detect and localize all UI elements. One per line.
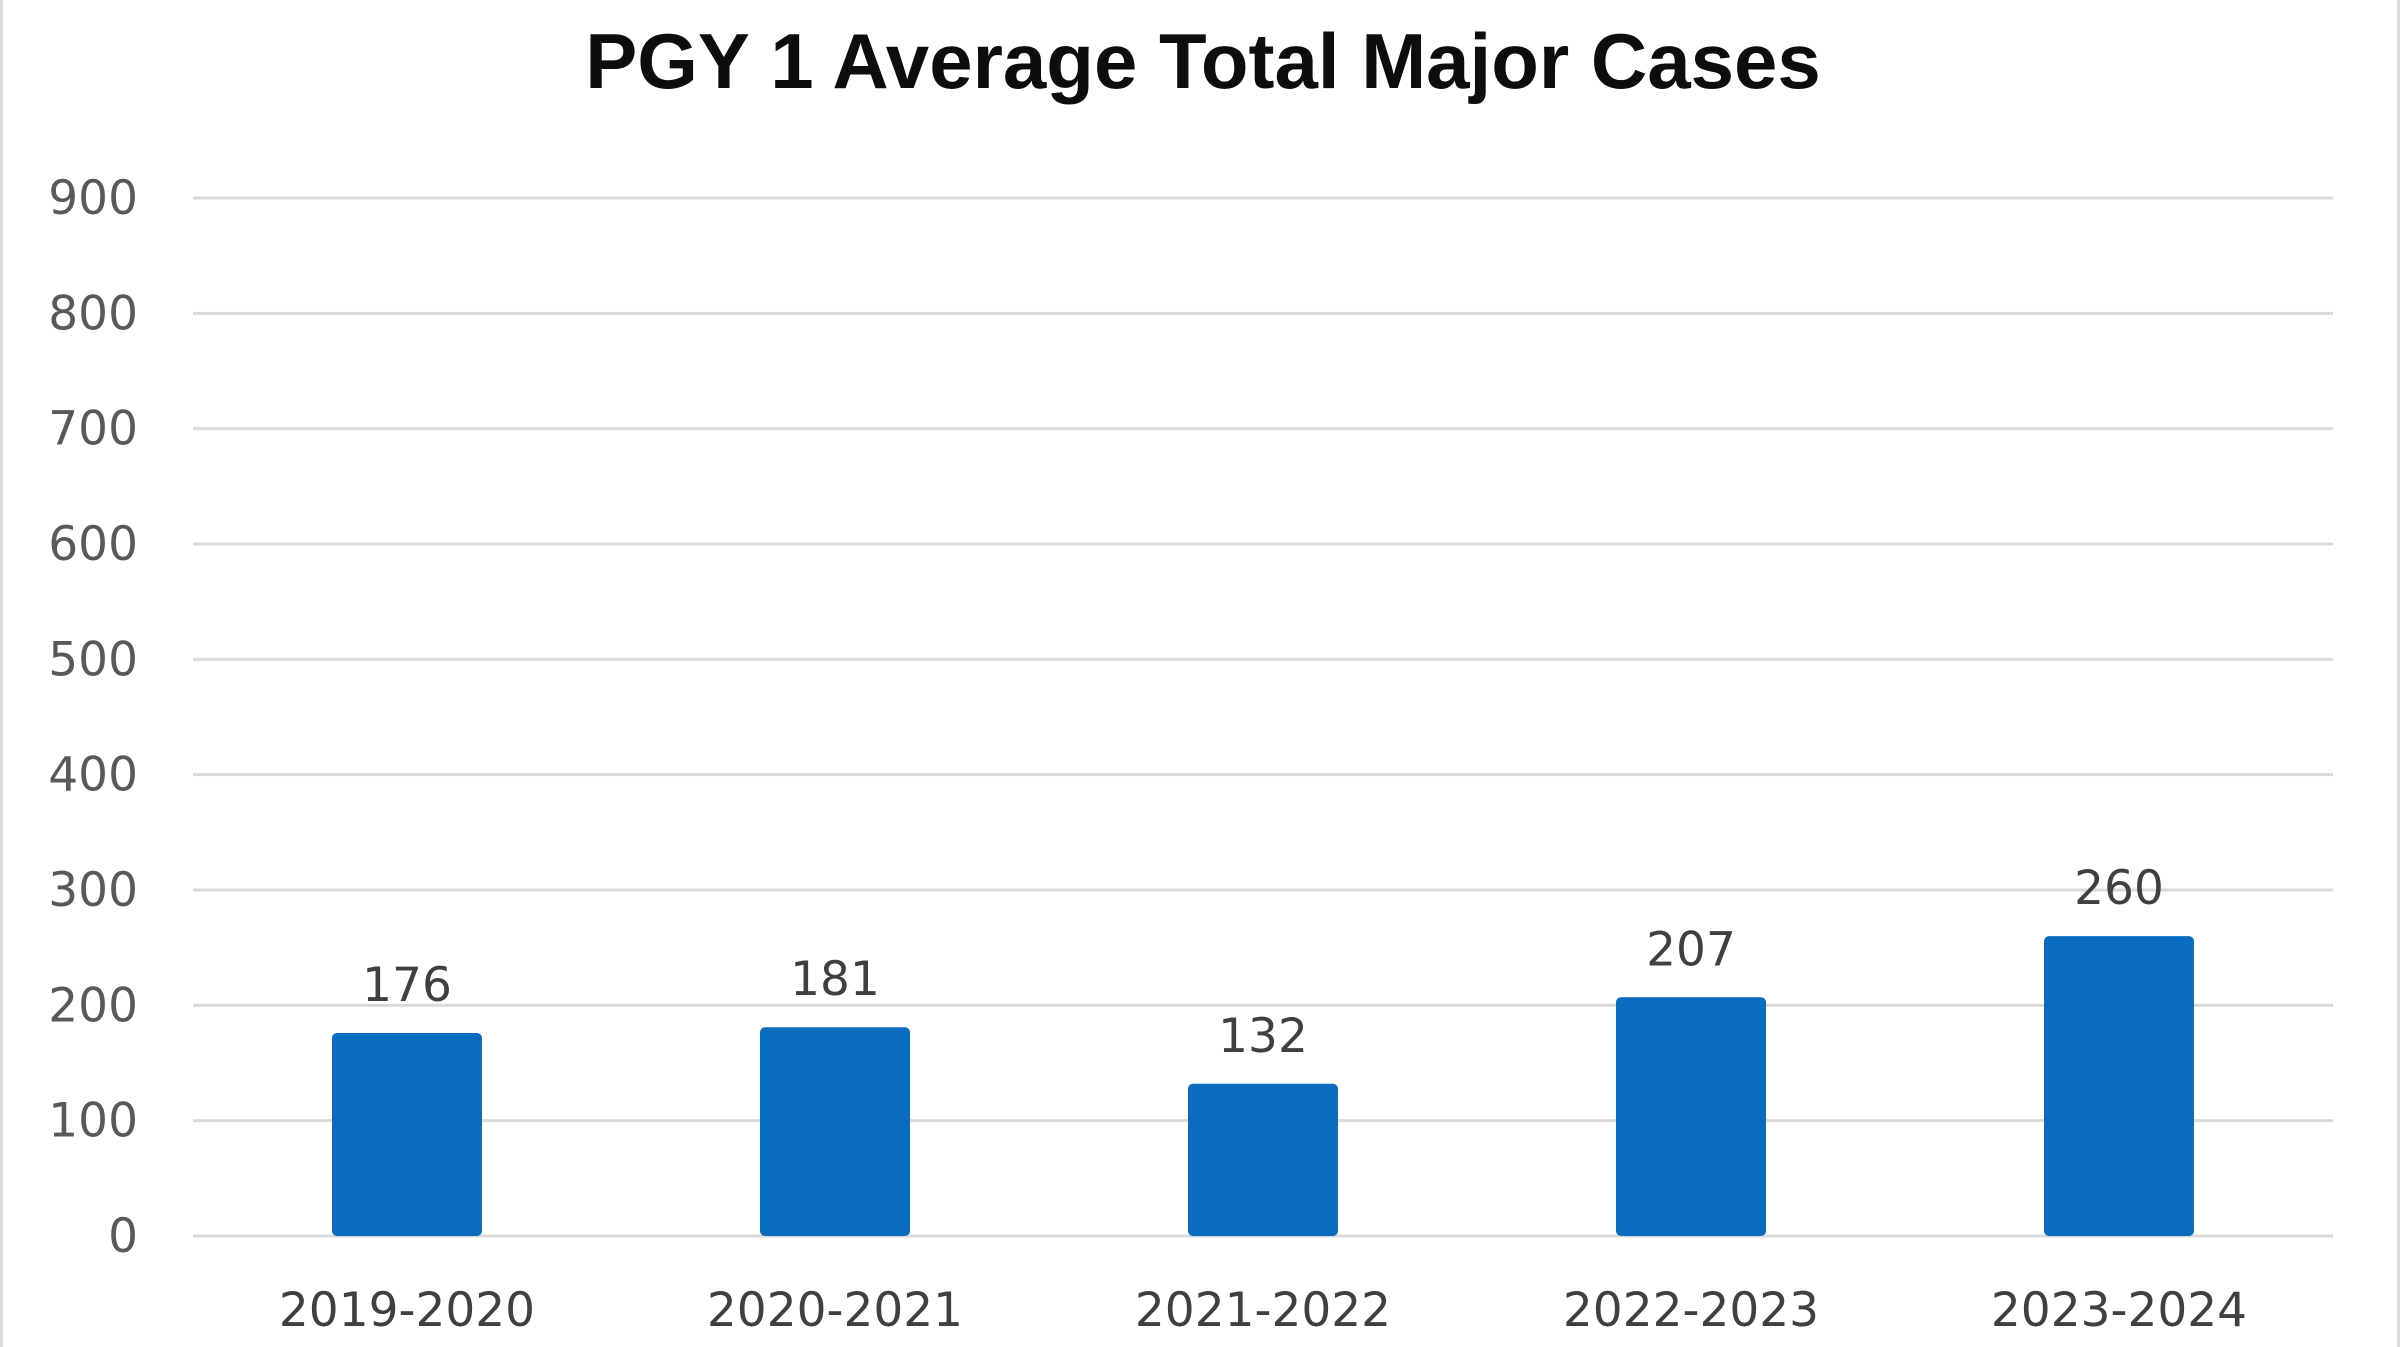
bar	[2044, 936, 2194, 1236]
y-tick-label: 100	[48, 1094, 138, 1149]
data-label: 260	[2074, 861, 2164, 916]
y-tick-label: 300	[48, 863, 138, 918]
y-tick-label: 700	[48, 402, 138, 457]
data-label: 207	[1646, 922, 1736, 977]
y-tick-label: 400	[48, 748, 138, 803]
y-tick-label: 900	[48, 171, 138, 226]
x-axis-ticks: 2019-2020 2020-2021 2021-2022 2022-2023 2023…	[279, 1283, 2247, 1338]
bar-chart: PGY 1 Average Total Major Cases 0 100 200 3…	[48, 17, 2333, 1338]
gridlines	[193, 196, 2333, 1238]
data-label: 132	[1218, 1009, 1308, 1064]
data-label: 181	[790, 952, 880, 1007]
y-tick-label: 0	[108, 1209, 138, 1264]
y-tick-label: 600	[48, 517, 138, 572]
chart-title: PGY 1 Average Total Major Cases	[585, 17, 1821, 105]
data-label: 176	[362, 958, 452, 1013]
x-tick-label: 2023-2024	[1991, 1283, 2247, 1338]
bars	[332, 936, 2194, 1236]
x-tick-label: 2021-2022	[1135, 1283, 1391, 1338]
y-tick-label: 800	[48, 286, 138, 341]
y-tick-label: 500	[48, 632, 138, 687]
x-tick-label: 2020-2021	[707, 1283, 963, 1338]
bar	[1188, 1083, 1338, 1236]
data-labels: 176 181 132 207 260	[362, 861, 2164, 1064]
x-tick-label: 2019-2020	[279, 1283, 535, 1338]
bar	[332, 1033, 482, 1236]
y-axis-ticks: 0 100 200 300 400 500 600 700 800 900	[48, 171, 138, 1264]
bar	[760, 1027, 910, 1236]
x-tick-label: 2022-2023	[1563, 1283, 1819, 1338]
bar	[1616, 997, 1766, 1236]
y-tick-label: 200	[48, 978, 138, 1033]
